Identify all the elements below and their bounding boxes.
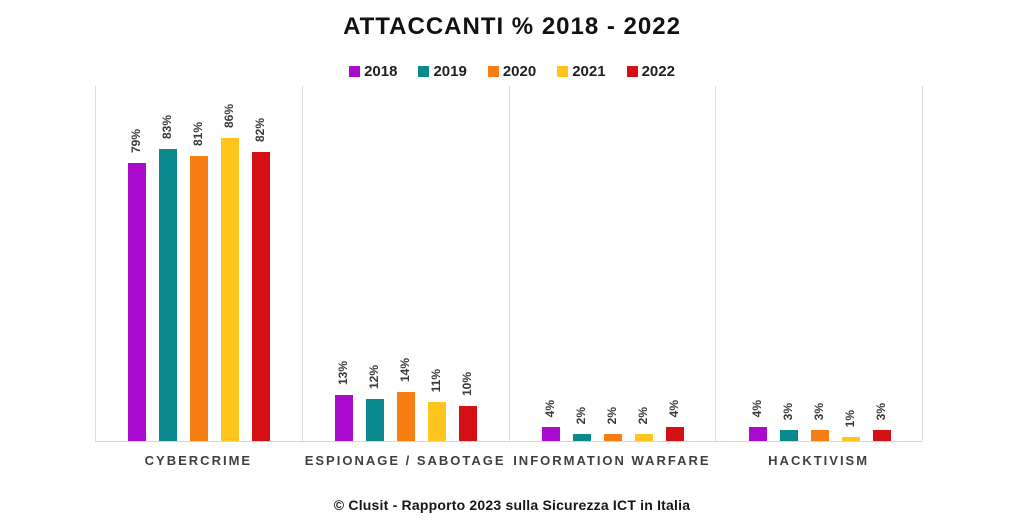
legend-item-2019: 2019 — [418, 62, 467, 80]
legend-swatch-2019 — [418, 65, 430, 77]
bar-value-label: 4% — [666, 399, 681, 417]
bar-2021 — [221, 138, 240, 441]
chart-title: ATTACCANTI % 2018 - 2022 — [343, 13, 681, 40]
bar-2020 — [190, 156, 209, 441]
panel-information-warfare: 4% 2% 2% 2% 4% — [508, 86, 717, 441]
legend-label: 2018 — [364, 62, 398, 80]
bar-2020 — [603, 434, 622, 441]
bar-value-label: 14% — [398, 357, 413, 382]
panel-cybercrime: 79% 83% 81% 86% 82% — [95, 86, 303, 441]
bar-2021 — [841, 437, 860, 441]
panel-hacktivism: 4% 3% 3% 1% 3% — [715, 86, 923, 441]
bar-value-label: 3% — [780, 402, 795, 420]
bar-value-label: 3% — [873, 402, 888, 420]
bar-value-label: 1% — [842, 409, 857, 427]
bar-2019 — [366, 399, 385, 441]
panel-espionage-sabotage: 13% 12% 14% 11% 10% — [301, 86, 510, 441]
bar-value-label: 83% — [160, 114, 175, 139]
bar-value-label: 4% — [749, 399, 764, 417]
legend: 2018 2019 2020 2021 2022 — [0, 63, 1024, 79]
legend-swatch-2021 — [557, 65, 569, 77]
legend-label: 2020 — [502, 62, 537, 80]
category-label: INFORMATION WARFARE — [513, 453, 711, 468]
legend-label: 2021 — [572, 62, 606, 80]
bar-2022 — [872, 430, 891, 441]
bar-2022 — [459, 406, 478, 441]
bar-2018 — [128, 163, 147, 441]
bar-value-label: 3% — [811, 402, 826, 420]
bar-value-label: 2% — [635, 406, 650, 424]
legend-swatch-2018 — [349, 65, 361, 77]
bar-value-label: 79% — [129, 128, 144, 153]
category-axis: CYBERCRIME ESPIONAGE / SABOTAGE INFORMATIO… — [95, 453, 922, 471]
bar-2019 — [779, 430, 798, 441]
bar-2019 — [572, 434, 591, 441]
category-label: CYBERCRIME — [144, 453, 253, 468]
category-label: HACKTIVISM — [768, 453, 870, 468]
bar-value-label: 4% — [542, 399, 557, 417]
legend-item-2022: 2022 — [626, 62, 675, 80]
bar-2019 — [159, 149, 178, 441]
bar-2020 — [397, 392, 416, 441]
bar-value-label: 82% — [253, 117, 268, 142]
bar-2018 — [335, 395, 354, 441]
chart-footer: © Clusit - Rapporto 2023 sulla Sicurezza… — [333, 497, 691, 513]
legend-label: 2019 — [433, 62, 467, 80]
bar-value-label: 81% — [191, 121, 206, 146]
legend-item-2021: 2021 — [557, 62, 606, 80]
legend-swatch-2022 — [626, 65, 638, 77]
legend-swatch-2020 — [487, 65, 499, 77]
bar-value-label: 13% — [336, 360, 351, 385]
plot-area: 79% 83% 81% 86% 82% 13% 12% 14% 11% 10% 4% 2% 2% 2% 4%… — [95, 86, 923, 442]
bar-2021 — [428, 402, 447, 441]
legend-item-2020: 2020 — [487, 62, 537, 80]
legend-item-2018: 2018 — [349, 64, 397, 79]
bar-2018 — [748, 427, 767, 441]
bar-value-label: 86% — [222, 103, 237, 128]
bar-value-label: 2% — [573, 406, 588, 424]
bar-value-label: 2% — [604, 406, 619, 424]
category-label: ESPIONAGE / SABOTAGE — [304, 453, 506, 468]
bar-2022 — [252, 152, 271, 441]
bar-value-label: 10% — [460, 371, 475, 396]
bar-2021 — [634, 434, 653, 441]
bar-2018 — [541, 427, 560, 441]
legend-label: 2022 — [641, 62, 675, 80]
bar-2022 — [665, 427, 684, 441]
bar-2020 — [810, 430, 829, 441]
bar-value-label: 11% — [429, 368, 444, 392]
bar-value-label: 12% — [367, 364, 382, 389]
